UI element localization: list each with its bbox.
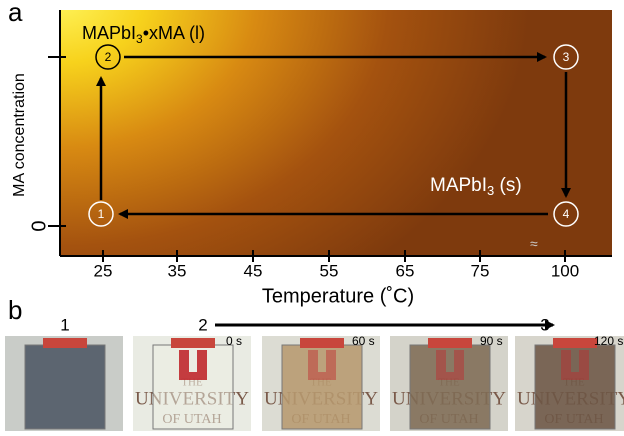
x-tick-label: 45 — [244, 261, 263, 280]
time-label: 120 s — [594, 334, 623, 348]
tape — [171, 338, 215, 348]
y-axis-label: MA concentration — [11, 73, 28, 197]
step-label: 2 — [198, 315, 207, 334]
tape — [428, 338, 472, 348]
liquid-phase-label: MAPbI3•xMA (l) — [82, 23, 205, 46]
text-part: MAPbI — [430, 175, 487, 196]
film — [535, 345, 615, 429]
state-label: 4 — [563, 207, 570, 221]
y-tick-label: 0 — [28, 220, 50, 231]
state-label: 3 — [563, 50, 570, 64]
page: a 0 MA concentration Temperature (˚C) ≈ … — [0, 0, 624, 431]
subscript: 3 — [487, 183, 494, 198]
text-part: •xMA (l) — [143, 23, 205, 43]
x-tick-label: 35 — [168, 261, 187, 280]
x-tick-label: 55 — [320, 261, 339, 280]
x-tick-label: 100 — [551, 261, 579, 280]
text-part: MAPbI — [82, 23, 136, 43]
axis-break: ≈ — [530, 236, 538, 252]
panel-label: a — [8, 0, 23, 27]
x-tick-label: 75 — [471, 261, 490, 280]
tape — [553, 338, 597, 348]
x-tick-label: 25 — [94, 261, 113, 280]
tape — [43, 338, 87, 348]
figure: a 0 MA concentration Temperature (˚C) ≈ … — [0, 0, 624, 431]
solid-phase-label: MAPbI3 (s) — [430, 175, 522, 198]
film — [25, 345, 105, 429]
state-label: 1 — [98, 207, 105, 221]
time-label: 60 s — [352, 334, 375, 348]
text-part: (s) — [494, 175, 521, 196]
tape — [300, 338, 344, 348]
x-tick-label: 65 — [396, 261, 415, 280]
panel-label: b — [8, 295, 22, 325]
x-axis-label: Temperature (˚C) — [262, 285, 414, 307]
film — [282, 345, 362, 429]
state-label: 2 — [105, 50, 112, 64]
step-label: 3 — [540, 315, 549, 334]
film — [410, 345, 490, 429]
step-label: 1 — [60, 315, 69, 334]
photos: THEUNIVERSITYOF UTAHTHEUNIVERSITYOF UTAH… — [5, 315, 624, 431]
film — [153, 345, 233, 429]
heat-map — [60, 10, 612, 256]
time-label: 90 s — [480, 334, 503, 348]
time-label: 0 s — [226, 334, 242, 348]
